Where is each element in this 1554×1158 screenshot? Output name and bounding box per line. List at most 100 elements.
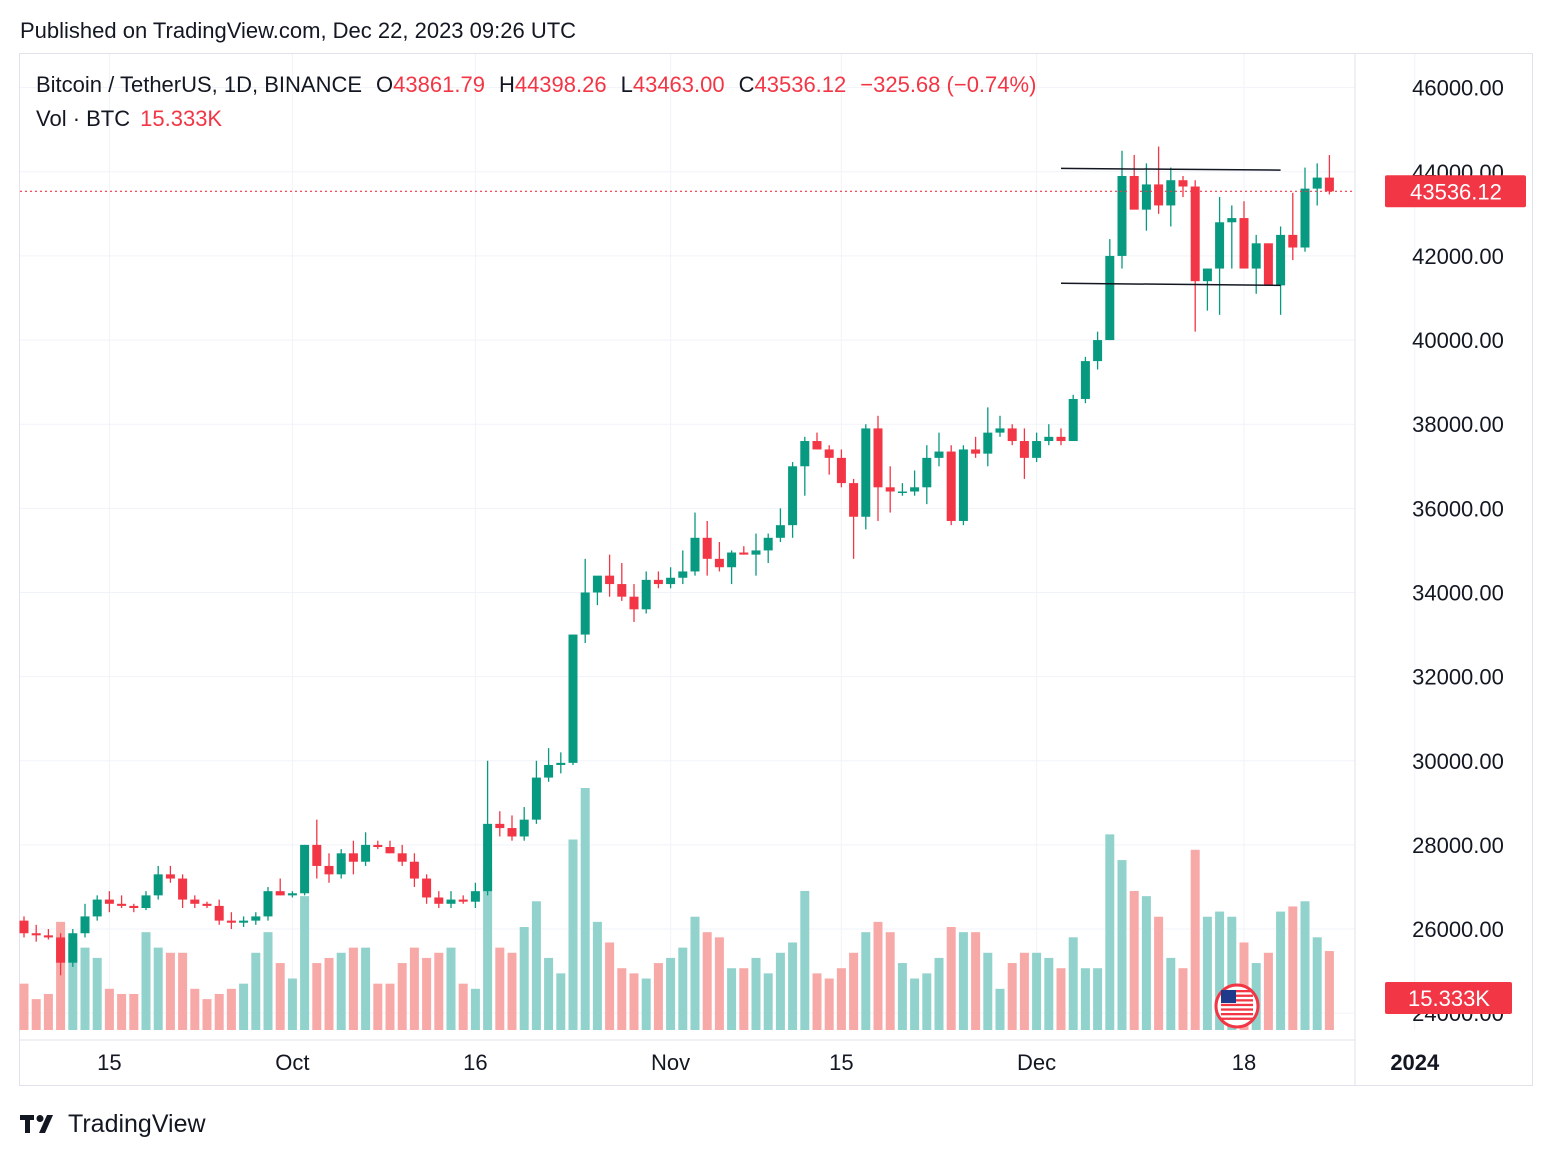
candle-body (56, 937, 66, 963)
volume-bar (897, 963, 907, 1030)
candle-body (1263, 243, 1273, 286)
candle-body (946, 451, 956, 521)
candle-body (239, 920, 249, 923)
candle-body (580, 592, 590, 635)
volume-label: Vol · BTC (36, 106, 131, 131)
volume-bar (409, 947, 419, 1030)
footer-brand[interactable]: TradingView (20, 1108, 206, 1140)
open-value: 43861.79 (393, 72, 485, 97)
candle-body (983, 432, 993, 454)
volume-bar (836, 968, 846, 1030)
candle-body (1239, 218, 1249, 269)
candle-body (1166, 180, 1176, 206)
candle-body (1117, 176, 1127, 256)
last-price-badge-text: 43536.12 (1410, 179, 1502, 204)
volume-bar (714, 937, 724, 1030)
price-tick-label: 42000.00 (1412, 244, 1504, 269)
low-value: 43463.00 (632, 72, 725, 97)
volume-bar (1324, 951, 1334, 1030)
volume-bar (1276, 911, 1286, 1030)
candle-body (910, 487, 920, 492)
volume-bar (434, 952, 444, 1030)
candle-body (68, 933, 78, 963)
volume-bar (1227, 916, 1237, 1030)
candle-body (1019, 441, 1029, 458)
price-tick-label: 46000.00 (1412, 76, 1504, 101)
volume-bar (580, 788, 590, 1030)
candle-body (1312, 177, 1322, 189)
candle-body (495, 823, 505, 829)
time-tick-label: 15 (97, 1050, 121, 1075)
candle-body (397, 853, 407, 862)
candle-body (324, 865, 334, 875)
candle-body (1056, 436, 1066, 442)
volume-bar (702, 932, 712, 1030)
tradingview-logo-icon (20, 1115, 53, 1133)
volume-value: 15.333K (140, 106, 223, 131)
candle-body (19, 920, 29, 934)
price-axis: 46000.0044000.0042000.0040000.0038000.00… (1412, 76, 1504, 1027)
volume-bar (739, 968, 749, 1030)
volume-bar (117, 993, 127, 1030)
volume-bar (470, 988, 480, 1030)
volume-bar (80, 947, 90, 1030)
annotation-lines (20, 167, 1355, 287)
candle-body (1080, 361, 1090, 399)
candle-body (141, 895, 151, 908)
candle-body (178, 878, 188, 900)
volume-bar (922, 973, 932, 1030)
price-tick-label: 36000.00 (1412, 496, 1504, 521)
candle-body (117, 903, 127, 906)
candle-body (1093, 340, 1103, 362)
volume-bar (214, 993, 224, 1030)
volume-bar (19, 983, 29, 1030)
volume-bar (1044, 957, 1054, 1030)
candle-body (446, 899, 456, 904)
volume-bar (446, 947, 456, 1030)
volume-bar (873, 921, 883, 1030)
volume-bar (1129, 890, 1139, 1030)
volume-bar (397, 963, 407, 1030)
candle-body (422, 878, 432, 898)
candle-body (129, 905, 139, 908)
price-badges: 43536.12 15.333K (1214, 175, 1526, 1029)
candle-body (922, 457, 932, 488)
volume-bar (190, 988, 200, 1030)
candlesticks (19, 146, 1334, 976)
candle-body (31, 933, 41, 936)
ohlc-legend: Bitcoin / TetherUS, 1D, BINANCE O43861.79… (36, 72, 1036, 98)
candle-body (251, 916, 261, 921)
volume-bar (568, 839, 578, 1030)
candle-body (1300, 188, 1310, 248)
volume-bar (971, 932, 981, 1030)
time-tick-label: 16 (463, 1050, 487, 1075)
candle-body (971, 449, 981, 454)
time-axis: 15 Oct 16 Nov 15 Dec 18 2024 (97, 1050, 1440, 1075)
us-flag-icon[interactable] (1214, 983, 1260, 1029)
volume-bar (592, 921, 602, 1030)
volume-bar (531, 901, 541, 1030)
volume-bar (178, 952, 188, 1030)
volume-bar (1056, 968, 1066, 1030)
volume-bar (824, 978, 834, 1030)
candle-body (1276, 234, 1286, 286)
candle-body (300, 844, 310, 894)
volume-bar (910, 978, 920, 1030)
symbol-label[interactable]: Bitcoin / TetherUS, 1D, BINANCE (36, 72, 363, 97)
volume-bar (751, 957, 761, 1030)
volume-bar (1093, 968, 1103, 1030)
volume-bar (361, 947, 371, 1030)
volume-bar (1068, 937, 1078, 1030)
volume-bar (129, 993, 139, 1030)
volume-bar (1080, 968, 1090, 1030)
candle-body (824, 449, 834, 458)
close-value: 43536.12 (754, 72, 847, 97)
candle-body (678, 571, 688, 578)
volume-bar (1312, 937, 1322, 1030)
brand-name: TradingView (68, 1109, 206, 1138)
candle-body (1068, 398, 1078, 442)
volume-bar (556, 973, 566, 1030)
volume-bar (958, 932, 968, 1030)
volume-bar (653, 963, 663, 1030)
